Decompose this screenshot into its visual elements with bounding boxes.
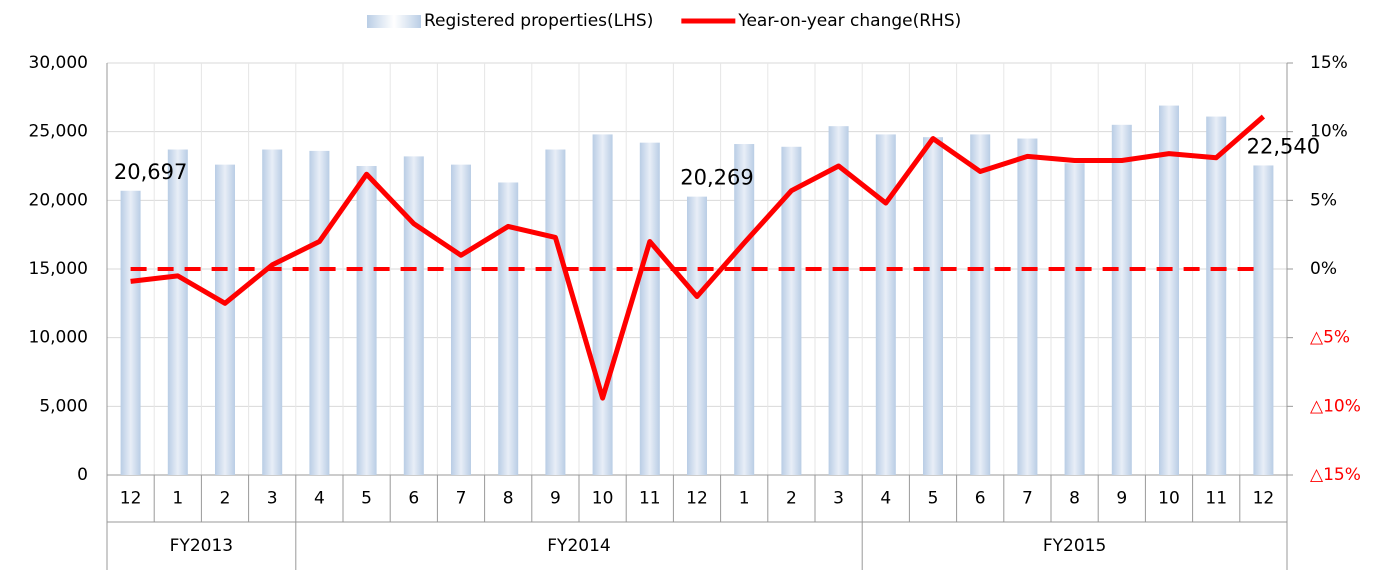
x-tick-label: 3 xyxy=(267,489,278,509)
x-tick-label: 4 xyxy=(880,489,891,509)
data-label: 22,540 xyxy=(1247,134,1320,158)
bar xyxy=(687,196,707,475)
bar xyxy=(356,166,377,475)
x-tick-label: 2 xyxy=(220,489,231,509)
y-tick-label: 10,000 xyxy=(29,328,88,348)
bar xyxy=(1159,105,1179,475)
group-label: FY2013 xyxy=(170,536,233,556)
bar xyxy=(1111,124,1132,476)
x-tick-label: 10 xyxy=(1158,489,1180,509)
bar xyxy=(262,149,283,475)
bar xyxy=(309,150,330,476)
bar xyxy=(923,137,943,475)
x-tick-label: 1 xyxy=(739,489,750,509)
x-tick-label: 8 xyxy=(1069,489,1080,509)
x-tick-label: 2 xyxy=(786,489,797,509)
bar xyxy=(1017,138,1038,476)
x-tick-label: 4 xyxy=(314,489,325,509)
y2-tick-label: △15% xyxy=(1310,465,1361,485)
x-tick-label: 9 xyxy=(550,489,561,509)
bar xyxy=(1206,116,1227,475)
bar xyxy=(498,182,519,476)
bar xyxy=(1064,163,1085,475)
bar xyxy=(828,126,849,475)
x-tick-label: 11 xyxy=(639,489,661,509)
bar xyxy=(639,142,660,476)
y2-tick-label: 0% xyxy=(1310,259,1337,279)
bar xyxy=(451,164,471,476)
x-tick-label: 3 xyxy=(833,489,844,509)
bar xyxy=(403,156,424,476)
y2-tick-label: 10% xyxy=(1310,122,1348,142)
group-label: FY2014 xyxy=(547,536,610,556)
x-tick-label: 10 xyxy=(592,489,614,509)
legend-label: Registered properties(LHS) xyxy=(424,11,653,31)
bar xyxy=(545,149,566,475)
y-tick-label: 20,000 xyxy=(29,190,88,210)
x-tick-label: 12 xyxy=(120,489,142,509)
bar xyxy=(875,134,896,475)
y2-tick-label: △5% xyxy=(1310,328,1350,348)
y2-tick-label: △10% xyxy=(1310,396,1361,416)
y-tick-label: 0 xyxy=(77,465,88,485)
y-tick-label: 15,000 xyxy=(29,259,88,279)
bar xyxy=(734,144,755,475)
bar xyxy=(970,134,991,475)
data-label: 20,697 xyxy=(114,160,187,184)
group-label: FY2015 xyxy=(1043,536,1106,556)
bar xyxy=(167,149,188,475)
x-tick-label: 11 xyxy=(1205,489,1227,509)
x-tick-label: 6 xyxy=(408,489,419,509)
bar xyxy=(120,190,141,475)
x-tick-label: 7 xyxy=(456,489,467,509)
data-label: 20,269 xyxy=(680,166,753,190)
y-tick-label: 5,000 xyxy=(39,396,88,416)
legend-label: Year-on-year change(RHS) xyxy=(737,11,961,31)
x-tick-label: 5 xyxy=(361,489,372,509)
bar xyxy=(215,164,235,476)
y-tick-label: 30,000 xyxy=(29,53,88,73)
legend-swatch xyxy=(367,15,421,28)
bar xyxy=(1253,165,1274,475)
y2-tick-label: 5% xyxy=(1310,190,1337,210)
x-tick-label: 8 xyxy=(503,489,514,509)
x-tick-label: 12 xyxy=(686,489,708,509)
x-tick-label: 1 xyxy=(172,489,183,509)
x-tick-label: 7 xyxy=(1022,489,1033,509)
line-series xyxy=(130,114,1266,401)
bar xyxy=(592,134,613,475)
x-tick-label: 12 xyxy=(1253,489,1275,509)
x-tick-label: 9 xyxy=(1116,489,1127,509)
x-tick-label: 6 xyxy=(975,489,986,509)
y2-tick-label: 15% xyxy=(1310,53,1348,73)
bar xyxy=(781,146,802,476)
x-tick-label: 5 xyxy=(928,489,939,509)
y-tick-label: 25,000 xyxy=(29,122,88,142)
